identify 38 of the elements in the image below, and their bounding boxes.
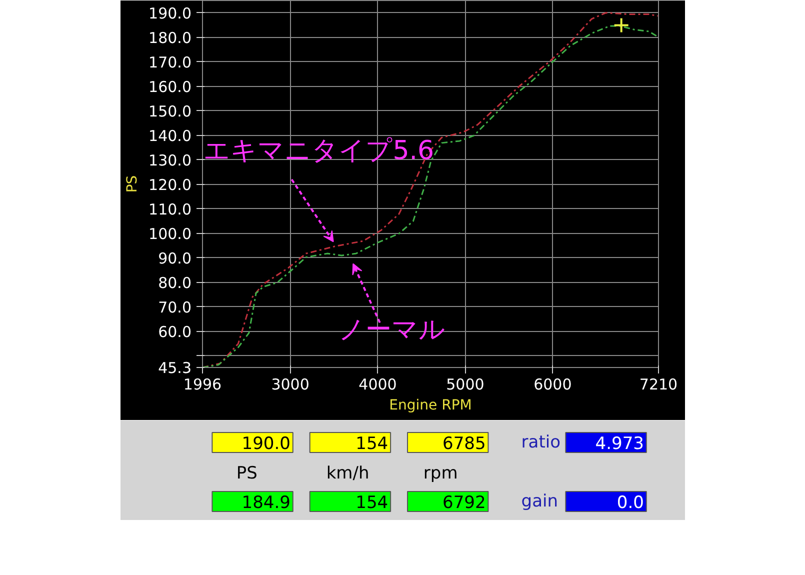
text: km/h xyxy=(326,464,370,484)
y-tick-label: 70.0 xyxy=(158,298,192,316)
annotation: エキマニタイプ5.6 xyxy=(204,136,434,166)
annotation: ノーマル xyxy=(338,315,446,346)
y-tick-label: 100.0 xyxy=(148,224,192,243)
text: ratio xyxy=(521,432,560,452)
text: 190.0 xyxy=(242,434,290,454)
text: 6785 xyxy=(442,434,486,454)
text: 154 xyxy=(356,434,388,454)
text: gain xyxy=(521,492,558,512)
x-tick-label: 6000 xyxy=(534,376,572,394)
y-axis-title: PS xyxy=(124,175,141,193)
y-tick-label: 140.0 xyxy=(148,126,192,145)
x-axis-title: Engine RPM xyxy=(389,398,472,414)
y-tick-label: 110.0 xyxy=(148,200,192,218)
text: PS xyxy=(236,464,258,484)
y-tick-label: 180.0 xyxy=(148,28,192,47)
y-tick-label: 80.0 xyxy=(158,274,192,292)
y-tick-label: 160.0 xyxy=(148,78,192,96)
y-tick-label: 90.0 xyxy=(158,249,192,268)
x-tick-label: 5000 xyxy=(446,376,484,394)
y-tick-label: 150.0 xyxy=(148,102,192,120)
x-tick-label: 7210 xyxy=(639,376,678,394)
text: 6792 xyxy=(442,493,486,513)
y-tick-label: 170.0 xyxy=(148,53,192,72)
text: 184.9 xyxy=(242,493,290,513)
y-tick-label: 120.0 xyxy=(148,176,192,194)
text: 4.973 xyxy=(595,434,644,454)
y-tick-label: 130.0 xyxy=(148,151,192,170)
y-tick-label: 45.3 xyxy=(158,359,192,377)
text: rpm xyxy=(423,464,458,484)
y-tick-label: 60.0 xyxy=(158,322,192,341)
y-tick-label: 190.0 xyxy=(148,4,192,22)
x-tick-label: 4000 xyxy=(358,376,397,394)
x-tick-label: 3000 xyxy=(271,376,310,394)
text: 0.0 xyxy=(616,493,644,513)
text: 154 xyxy=(356,493,388,513)
x-tick-label: 1996 xyxy=(183,376,222,394)
